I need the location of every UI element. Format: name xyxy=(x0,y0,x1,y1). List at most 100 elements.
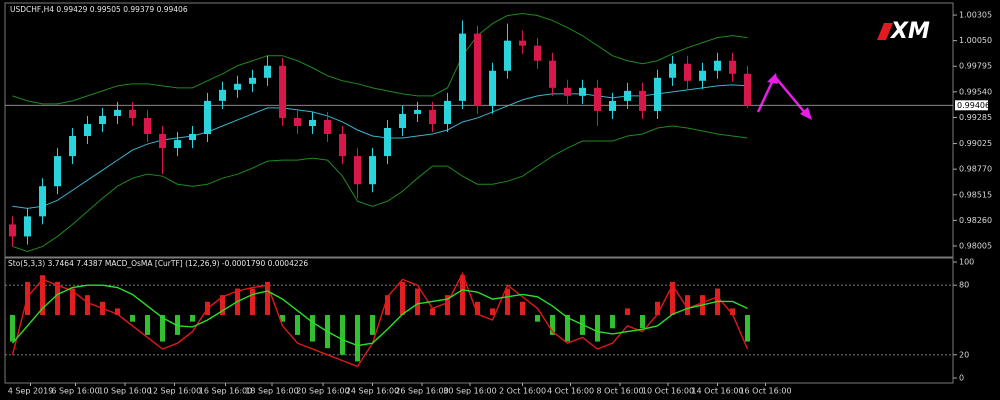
osma-bar xyxy=(10,315,15,342)
indicator-line xyxy=(12,125,748,253)
current-price-label: 0.99406 xyxy=(957,101,990,110)
candle-body xyxy=(69,136,76,157)
candle-body xyxy=(639,90,646,111)
candle-body xyxy=(219,89,226,101)
x-tick-label: 24 Sep 16:00 xyxy=(346,387,399,396)
osma-bar xyxy=(190,315,195,322)
osma-bar xyxy=(265,281,270,316)
osma-bar xyxy=(175,315,180,335)
osma-bar xyxy=(130,315,135,322)
y-tick-label: 0 xyxy=(959,374,964,383)
y-tick-label: 0.98770 xyxy=(959,165,992,174)
logo-text: XM xyxy=(889,19,930,44)
candle-body xyxy=(84,123,91,137)
x-tick-label: 2 Oct 16:00 xyxy=(499,387,546,396)
y-tick-label: 0.99285 xyxy=(959,113,992,122)
candle-body xyxy=(579,87,586,96)
y-tick-label: 80 xyxy=(959,281,969,290)
osma-bar xyxy=(355,315,360,362)
x-tick-label: 6 Sep 16:00 xyxy=(51,387,99,396)
y-tick-label: 100 xyxy=(959,258,974,267)
candle-body xyxy=(489,70,496,106)
candle-body xyxy=(714,60,721,71)
y-tick-label: 0.99540 xyxy=(959,87,992,96)
candle-body xyxy=(399,113,406,128)
candle-body xyxy=(699,70,706,81)
osma-bar xyxy=(745,315,750,342)
symbol-header: USDCHF,H4 0.99429 0.99505 0.99379 0.9940… xyxy=(10,5,188,14)
y-tick-label: 0.99025 xyxy=(959,139,992,148)
osma-bar xyxy=(70,288,75,316)
candle-body xyxy=(564,87,571,96)
osma-bar xyxy=(160,315,165,342)
x-tick-label: 14 Oct 16:00 xyxy=(691,387,743,396)
candle-body xyxy=(474,33,481,106)
arrow-up xyxy=(756,79,775,113)
x-tick-label: 10 Oct 16:00 xyxy=(642,387,694,396)
candle-body xyxy=(114,109,121,116)
osma-bar xyxy=(730,308,735,316)
osma-bar xyxy=(565,315,570,342)
indicator-line xyxy=(12,13,748,105)
candle-body xyxy=(534,45,541,61)
candle-body xyxy=(249,77,256,84)
y-tick-label: 0.98005 xyxy=(959,241,992,250)
x-tick-label: 30 Sep 16:00 xyxy=(443,387,496,396)
osma-bar xyxy=(430,308,435,316)
candle-body xyxy=(159,134,166,149)
candle-body xyxy=(99,115,106,124)
candle-body xyxy=(54,156,61,187)
candle-body xyxy=(609,100,616,111)
y-tick-label: 0.98515 xyxy=(959,190,992,199)
candle-body xyxy=(354,156,361,185)
candle-body xyxy=(624,90,631,101)
indicator-header: Sto(5,3,3) 3.7464 7.4387 MACD_OsMA [CurT… xyxy=(8,259,308,268)
osma-bar xyxy=(445,295,450,316)
osma-bar xyxy=(685,295,690,316)
candle-body xyxy=(549,60,556,88)
osma-bar xyxy=(625,308,630,316)
x-tick-label: 16 Oct 16:00 xyxy=(739,387,791,396)
candle-body xyxy=(429,109,436,124)
osma-bar xyxy=(295,315,300,335)
oscillator-line xyxy=(11,284,748,347)
candle-body xyxy=(459,33,466,101)
osma-bar xyxy=(415,288,420,316)
osma-bar xyxy=(535,315,540,322)
candle-body xyxy=(729,60,736,74)
osma-bar xyxy=(115,308,120,316)
candle-body xyxy=(24,216,31,237)
candle-body xyxy=(669,63,676,78)
candle-body xyxy=(654,77,661,111)
candle-body xyxy=(279,65,286,118)
y-tick-label: 1.00050 xyxy=(959,36,992,45)
logo: XM xyxy=(877,19,930,44)
osma-bar xyxy=(280,315,285,322)
osma-bar xyxy=(655,301,660,316)
osma-bar xyxy=(595,315,600,342)
logo-mark xyxy=(877,23,893,40)
osma-bar xyxy=(610,315,615,329)
osma-bar xyxy=(490,308,495,316)
x-tick-label: 8 Oct 16:00 xyxy=(596,387,643,396)
candle-body xyxy=(234,83,241,90)
x-tick-label: 16 Sep 16:00 xyxy=(199,387,252,396)
candle-body xyxy=(384,127,391,157)
candle-body xyxy=(744,73,751,106)
osma-bar xyxy=(340,315,345,355)
x-tick-label: 4 Oct 16:00 xyxy=(547,387,594,396)
osma-bar xyxy=(385,295,390,316)
current-price-box xyxy=(955,100,988,111)
candle-body xyxy=(504,40,511,71)
x-tick-label: 4 Sep 2019 xyxy=(8,387,54,396)
osma-bar xyxy=(145,315,150,335)
osma-bar xyxy=(85,295,90,316)
osma-bar xyxy=(475,301,480,316)
candle-body xyxy=(174,140,181,149)
osma-bar xyxy=(55,281,60,316)
candle-body xyxy=(594,87,601,111)
candle-body xyxy=(324,119,331,135)
candle-body xyxy=(369,156,376,185)
